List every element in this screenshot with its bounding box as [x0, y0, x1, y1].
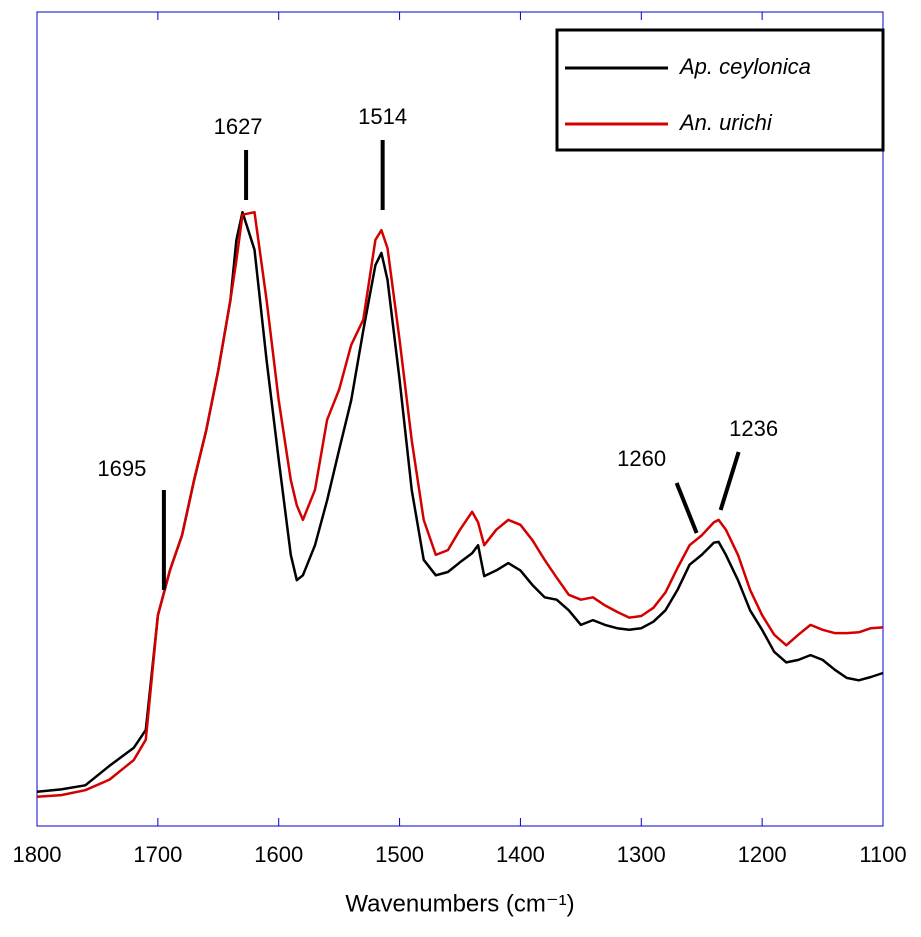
x-tick-label: 1500 [375, 842, 424, 867]
x-tick-label: 1800 [13, 842, 62, 867]
legend-label: An. urichi [678, 110, 773, 135]
x-tick-label: 1300 [617, 842, 666, 867]
x-tick-label: 1400 [496, 842, 545, 867]
annotation-label: 1627 [214, 114, 263, 139]
annotation-marker [718, 451, 741, 511]
annotation-marker [674, 482, 699, 534]
x-tick-label: 1600 [254, 842, 303, 867]
annotation-label: 1260 [617, 446, 666, 471]
legend-box [555, 28, 885, 152]
annotation-label: 1236 [729, 416, 778, 441]
plot-frame [36, 11, 884, 827]
x-tick-label: 1200 [738, 842, 787, 867]
legend-label: Ap. ceylonica [678, 54, 811, 79]
annotation-label: 1695 [97, 456, 146, 481]
annotation-label: 1514 [358, 104, 407, 129]
x-axis-title: Wavenumbers (cm⁻¹) [345, 890, 574, 917]
x-tick-label: 1100 [859, 842, 906, 867]
series-line [36, 210, 884, 798]
x-tick-label: 1700 [133, 842, 182, 867]
